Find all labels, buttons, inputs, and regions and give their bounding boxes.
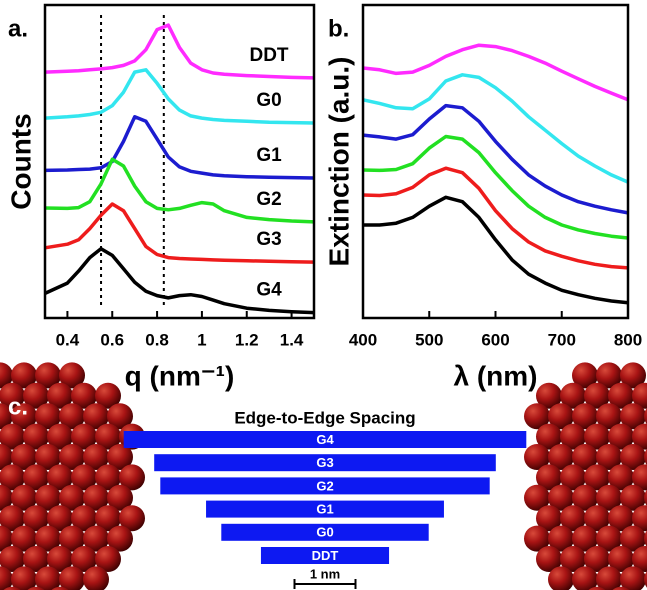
x-tick-label: 400 <box>349 330 377 349</box>
x-tick-label: 0.4 <box>56 330 80 349</box>
x-axis-label: λ (nm) <box>454 360 538 391</box>
page: DDT G0 G1 G2 G3 G4 0.4 0.6 0.8 1 1.2 1.4 q (nm⁻¹) Cou… <box>0 0 647 590</box>
nanoparticle <box>524 362 647 590</box>
series-line <box>363 106 628 213</box>
bar-label: G2 <box>316 478 333 493</box>
x-tick-label: 1.4 <box>280 330 304 349</box>
series-line <box>363 168 628 268</box>
x-tick-label: 600 <box>481 330 509 349</box>
x-tick-label: 1 <box>197 330 206 349</box>
series-label: G4 <box>256 280 282 301</box>
bar-label: G3 <box>316 455 333 470</box>
y-axis-label: Counts <box>5 113 36 209</box>
bar-label: G4 <box>316 432 334 447</box>
panel-label: c. <box>8 393 28 420</box>
series-line <box>363 137 628 239</box>
series-label: G3 <box>256 229 281 250</box>
x-tick-label: 800 <box>614 330 642 349</box>
x-axis-label: q (nm⁻¹) <box>125 360 235 391</box>
x-tick-label: 0.6 <box>100 330 124 349</box>
y-axis-label: Extinction (a.u.) <box>323 57 354 267</box>
bar-label: DDT <box>312 548 339 563</box>
series-label: G2 <box>256 189 281 210</box>
panel-label: b. <box>328 15 349 42</box>
panel-label: a. <box>8 15 28 42</box>
chart-title: Edge-to-Edge Spacing <box>234 408 415 427</box>
bar-label: G0 <box>316 525 333 540</box>
x-tick-label: 500 <box>415 330 443 349</box>
x-tick-label: 700 <box>548 330 576 349</box>
series-label: G1 <box>256 145 282 166</box>
series-label: DDT <box>249 45 288 66</box>
x-tick-label: 1.2 <box>235 330 259 349</box>
x-tick-label: 0.8 <box>145 330 169 349</box>
series-line <box>363 45 628 100</box>
series-label: G0 <box>256 90 281 111</box>
scale-bar-label: 1 nm <box>310 566 340 581</box>
bar-label: G1 <box>316 502 333 517</box>
figure: DDT G0 G1 G2 G3 G4 0.4 0.6 0.8 1 1.2 1.4 q (nm⁻¹) Cou… <box>0 0 647 590</box>
